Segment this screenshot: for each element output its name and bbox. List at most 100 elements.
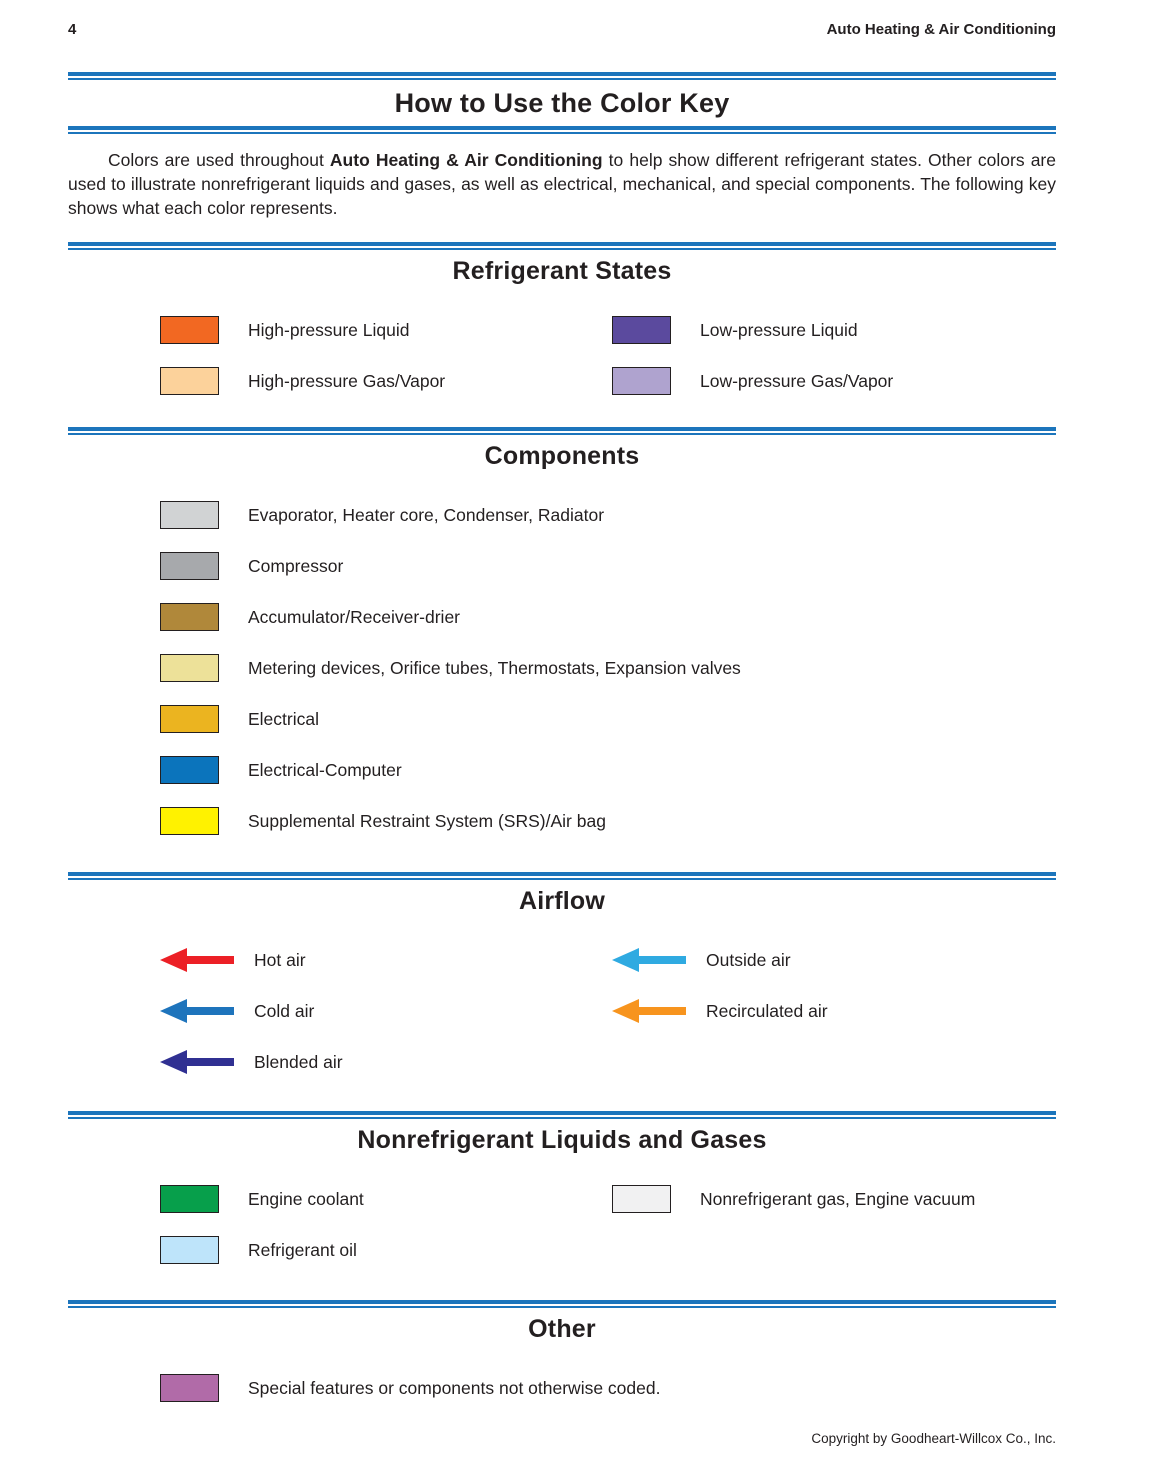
- color-key-sections: Refrigerant States High-pressure Liquid Lo…: [68, 242, 1056, 1413]
- legend-label: Special features or components not other…: [248, 1377, 661, 1398]
- legend-item: Evaporator, Heater core, Condenser, Radi…: [160, 489, 1056, 540]
- legend-item-empty: [612, 1036, 1056, 1087]
- color-swatch: [160, 315, 219, 344]
- arrow-tail: [184, 955, 234, 964]
- divider-rule: [68, 72, 1056, 80]
- legend-item: Supplemental Restraint System (SRS)/Air …: [160, 795, 1056, 846]
- legend-item: Special features or components not other…: [160, 1362, 1056, 1413]
- arrow-head: [160, 1049, 187, 1074]
- legend-grid: Engine coolant Nonrefrigerant gas, Engine…: [68, 1173, 1056, 1275]
- legend-label: Accumulator/Receiver-drier: [248, 606, 461, 627]
- color-swatch: [160, 366, 219, 395]
- legend-label: Low-pressure Gas/Vapor: [700, 370, 894, 391]
- section-heading-components: Components: [484, 442, 640, 470]
- running-head: Auto Heating & Air Conditioning: [826, 21, 1056, 38]
- legend-item-empty: [612, 1224, 1056, 1275]
- legend-label: Hot air: [254, 949, 306, 970]
- legend-label: High-pressure Liquid: [248, 319, 410, 340]
- legend-item: Cold air: [160, 985, 612, 1036]
- divider-rule: [68, 1300, 1056, 1308]
- arrow-head: [612, 947, 639, 972]
- divider-rule: [68, 242, 1056, 250]
- section-heading-other: Other: [528, 1315, 596, 1343]
- legend-item: Low-pressure Gas/Vapor: [612, 355, 1056, 406]
- arrow-tail: [636, 1006, 686, 1015]
- legend-grid: Hot air Outside air Cold air Recirculated a…: [68, 934, 1056, 1087]
- legend-label: Metering devices, Orifice tubes, Thermos…: [248, 657, 741, 678]
- color-swatch: [160, 500, 219, 529]
- divider-rule: [68, 126, 1056, 134]
- legend-item: Compressor: [160, 540, 1056, 591]
- section-airflow: Airflow Hot air Outside air Cold air Recircu…: [68, 872, 1056, 1087]
- legend-item: High-pressure Liquid: [160, 304, 612, 355]
- section-heading-nonrefrigerant-liquids-gases: Nonrefrigerant Liquids and Gases: [357, 1126, 767, 1154]
- arrow-head: [160, 998, 187, 1023]
- page-title: How to Use the Color Key: [394, 88, 730, 118]
- legend-label: Outside air: [706, 949, 791, 970]
- legend-label: Recirculated air: [706, 1000, 828, 1021]
- legend-label: High-pressure Gas/Vapor: [248, 370, 446, 391]
- arrow-tail: [184, 1006, 234, 1015]
- legend-grid: High-pressure Liquid Low-pressure Liquid H…: [68, 304, 1056, 406]
- section-heading-airflow: Airflow: [518, 887, 606, 915]
- left-arrow-icon: [160, 1049, 234, 1074]
- legend-item: Refrigerant oil: [160, 1224, 612, 1275]
- legend-label: Supplemental Restraint System (SRS)/Air …: [248, 810, 606, 831]
- color-swatch: [160, 806, 219, 835]
- page-number: 4: [68, 21, 77, 38]
- legend-label: Evaporator, Heater core, Condenser, Radi…: [248, 504, 605, 525]
- color-swatch: [160, 755, 219, 784]
- color-swatch: [160, 1373, 219, 1402]
- color-swatch: [160, 1235, 219, 1264]
- color-swatch: [160, 704, 219, 733]
- arrow-head: [160, 947, 187, 972]
- legend-item: Electrical: [160, 693, 1056, 744]
- legend-item: Electrical-Computer: [160, 744, 1056, 795]
- color-swatch: [612, 315, 671, 344]
- legend-item: Metering devices, Orifice tubes, Thermos…: [160, 642, 1056, 693]
- left-arrow-icon: [160, 947, 234, 972]
- divider-rule: [68, 872, 1056, 880]
- legend-grid: Evaporator, Heater core, Condenser, Radi…: [68, 489, 1056, 846]
- divider-rule: [68, 427, 1056, 435]
- legend-item: Accumulator/Receiver-drier: [160, 591, 1056, 642]
- arrow-tail: [184, 1057, 234, 1066]
- intro-text-after: to help show different refrigerant state…: [68, 150, 1056, 218]
- legend-item: Outside air: [612, 934, 1056, 985]
- legend-label: Engine coolant: [248, 1188, 364, 1209]
- arrow-tail: [636, 955, 686, 964]
- legend-label: Electrical-Computer: [248, 759, 402, 780]
- legend-item: Blended air: [160, 1036, 612, 1087]
- color-swatch: [160, 1184, 219, 1213]
- color-swatch: [160, 551, 219, 580]
- left-arrow-icon: [612, 947, 686, 972]
- section-nonrefrigerant-liquids-gases: Nonrefrigerant Liquids and Gases Engine c…: [68, 1111, 1056, 1275]
- section-other: Other Special features or components not …: [68, 1300, 1056, 1413]
- legend-grid: Special features or components not other…: [68, 1362, 1056, 1413]
- color-swatch: [612, 366, 671, 395]
- section-refrigerant-states: Refrigerant States High-pressure Liquid Lo…: [68, 242, 1056, 406]
- legend-label: Compressor: [248, 555, 344, 576]
- legend-item: Recirculated air: [612, 985, 1056, 1036]
- page-header: 4 Auto Heating & Air Conditioning: [68, 0, 1056, 38]
- left-arrow-icon: [612, 998, 686, 1023]
- legend-label: Refrigerant oil: [248, 1239, 357, 1260]
- left-arrow-icon: [160, 998, 234, 1023]
- legend-label: Electrical: [248, 708, 319, 729]
- legend-item: Nonrefrigerant gas, Engine vacuum: [612, 1173, 1056, 1224]
- divider-rule: [68, 1111, 1056, 1119]
- copyright-footer: Copyright by Goodheart-Willcox Co., Inc.: [811, 1431, 1056, 1446]
- intro-text-before: Colors are used throughout: [108, 150, 330, 170]
- color-swatch: [160, 653, 219, 682]
- legend-item: Engine coolant: [160, 1173, 612, 1224]
- color-swatch: [160, 602, 219, 631]
- legend-item: Low-pressure Liquid: [612, 304, 1056, 355]
- legend-label: Cold air: [254, 1000, 315, 1021]
- arrow-head: [612, 998, 639, 1023]
- legend-label: Nonrefrigerant gas, Engine vacuum: [700, 1188, 976, 1209]
- legend-item: High-pressure Gas/Vapor: [160, 355, 612, 406]
- legend-label: Blended air: [254, 1051, 343, 1072]
- intro-book-title: Auto Heating & Air Conditioning: [329, 150, 603, 170]
- legend-label: Low-pressure Liquid: [700, 319, 858, 340]
